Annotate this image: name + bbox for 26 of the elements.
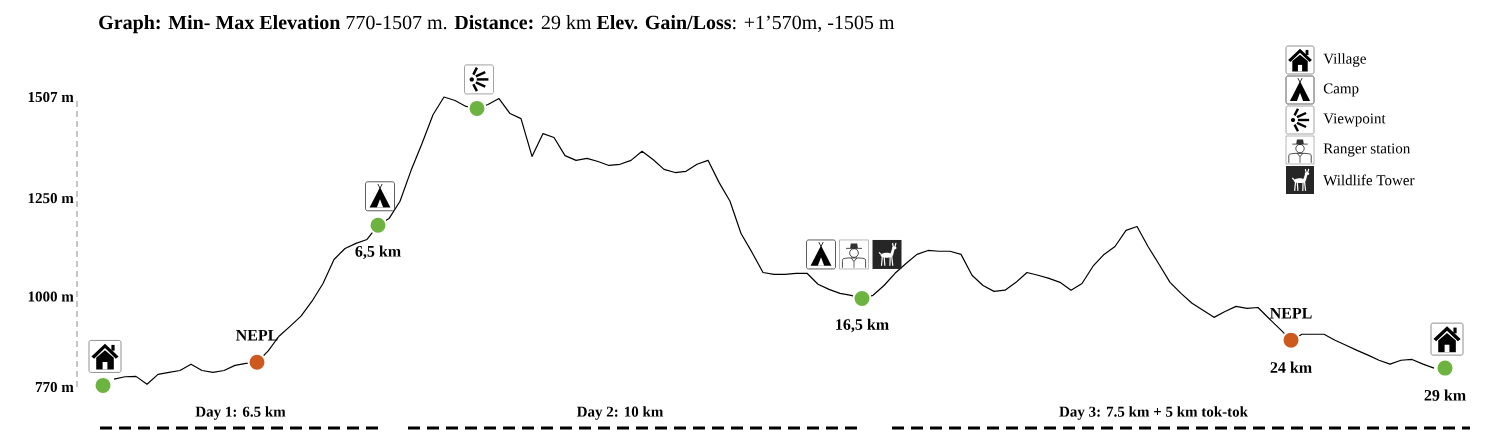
y-tick-label: 1250 m — [28, 193, 74, 204]
point — [1281, 330, 1301, 350]
point — [1435, 358, 1455, 378]
point — [467, 98, 487, 118]
annotation: 6,5 km — [355, 245, 401, 260]
text: Day 1: 6.5 km — [195, 406, 286, 420]
text: 29 km — [1424, 389, 1466, 401]
annotation: 24 km — [1270, 361, 1312, 373]
text: Day 2: 10 km — [576, 406, 664, 420]
annotation: Viewpoint — [1323, 113, 1386, 127]
annotation: 16,5 km — [836, 318, 889, 333]
text: NEPL — [1270, 307, 1312, 319]
text: Camp — [1323, 83, 1359, 97]
point — [247, 352, 267, 372]
chart-title: Graph: Min- Max Elevation 770-1507 m. Distance: 29 km Elev. Gain/Loss: +1’570m, -1505 m — [99, 15, 895, 34]
series-label: NEPL — [235, 329, 278, 341]
text: Village — [1323, 53, 1366, 67]
point — [852, 288, 872, 308]
point — [368, 215, 388, 235]
annotation: Wildlife Tower — [1323, 174, 1415, 186]
point — [93, 375, 113, 395]
annotation: Ranger station — [1323, 143, 1411, 157]
text: Day 3: 7.5 km + 5 km tok-tok — [1059, 406, 1248, 420]
y-tick-label: 1507 m — [28, 91, 74, 103]
y-tick-label: 1000 m — [28, 291, 74, 302]
y-tick-label: 770 m — [35, 381, 74, 393]
